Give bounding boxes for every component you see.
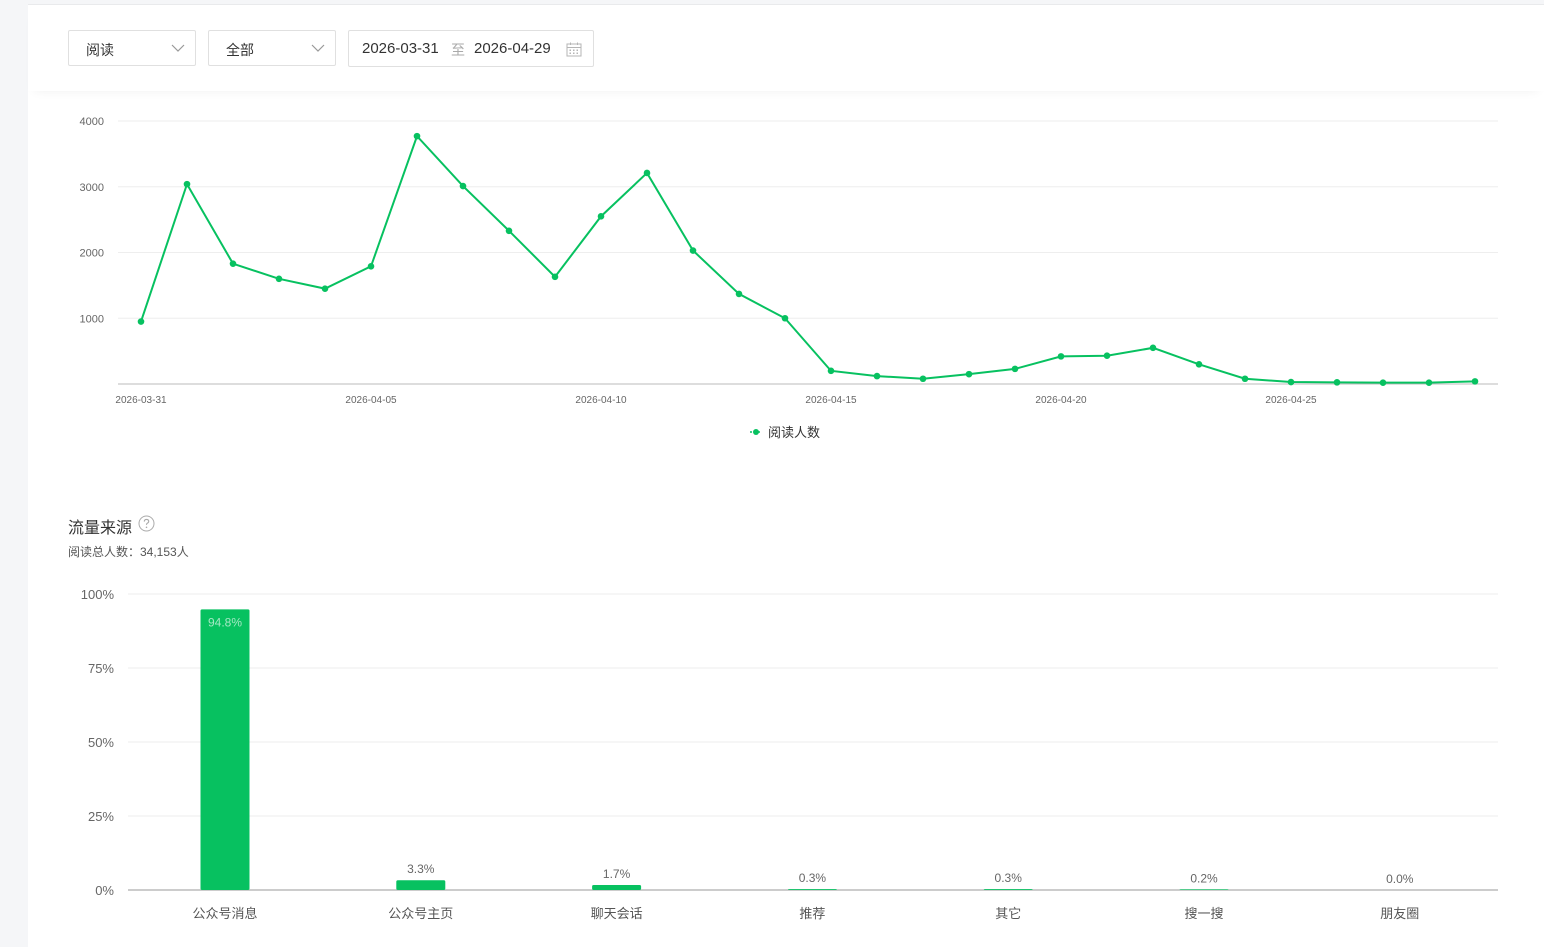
data-point [505, 227, 513, 235]
scope-select[interactable]: 全部 [208, 30, 336, 66]
chart-legend: 阅读人数 [750, 425, 820, 440]
data-point [1333, 379, 1341, 386]
filter-bar: 阅读 全部 2026-03-31 至 2026-04-29 [28, 5, 1544, 91]
data-point [413, 132, 421, 140]
data-point [1425, 379, 1433, 386]
data-point [1057, 353, 1065, 360]
x-tick-label: 2026-03-31 [115, 395, 167, 406]
bar-6 [1179, 889, 1229, 890]
scope-select-value: 全部 [226, 42, 254, 58]
y-tick-label: 50% [88, 735, 114, 750]
bar-value-label: 0.3% [995, 871, 1023, 885]
bar-4 [787, 889, 837, 890]
series-line-reads [140, 134, 1476, 384]
data-point [1471, 378, 1479, 385]
data-point [1287, 378, 1295, 386]
bar-value-label: 0.0% [1386, 872, 1414, 886]
bar-value-label: 0.3% [799, 871, 827, 885]
calendar-icon[interactable] [566, 42, 582, 57]
content-panel: 阅读 全部 2026-03-31 至 2026-04-29 1000 2000 30… [28, 5, 1544, 947]
x-tick-label: 2026-04-25 [1265, 395, 1317, 406]
data-point [321, 285, 329, 292]
data-point [827, 367, 835, 375]
x-tick-label: 2026-04-15 [805, 395, 857, 406]
y-tick-label: 100% [81, 587, 115, 602]
y-tick-label: 2000 [80, 248, 104, 260]
data-point [1103, 352, 1111, 360]
date-end-input[interactable]: 2026-04-29 [474, 40, 551, 57]
x-tick-label: 2026-04-20 [1035, 395, 1087, 406]
total-readers-label: 阅读总人数：34,153人 [68, 545, 189, 559]
bar-1 [200, 609, 250, 890]
category-label: 搜一搜 [1184, 906, 1223, 920]
category-label: 聊天会话 [591, 906, 643, 920]
data-point [689, 247, 697, 254]
date-start-input[interactable]: 2026-03-31 [362, 40, 439, 57]
data-point [735, 290, 743, 298]
y-tick-label: 3000 [80, 182, 104, 194]
data-point [1241, 375, 1249, 383]
chevron-down-icon [171, 44, 185, 52]
data-point [367, 263, 375, 270]
bar-2 [396, 880, 446, 890]
data-point [919, 375, 927, 383]
reads-line-chart: 1000 2000 3000 4000 2026-03-31 2026-04-05 2026… [80, 116, 1498, 440]
y-tick-label: 0% [95, 883, 114, 898]
metric-select[interactable]: 阅读 [68, 30, 196, 66]
data-point [873, 372, 881, 380]
data-point [459, 182, 467, 190]
question-circle-icon[interactable] [138, 515, 155, 532]
date-range-picker[interactable]: 2026-03-31 至 2026-04-29 [348, 30, 594, 67]
category-label: 公众号消息 [192, 906, 257, 920]
data-point [275, 275, 283, 283]
data-point [137, 318, 145, 325]
bar-value-label: 0.2% [1190, 871, 1218, 885]
x-tick-label: 2026-04-10 [575, 395, 627, 406]
bar-3 [592, 884, 642, 890]
y-tick-label: 25% [88, 809, 114, 824]
traffic-source-bar-chart: 0% 25% 50% 75% 100% 94.8% 公众号消息 3.3% 公众号主页 1.7% 聊天… [81, 587, 1498, 920]
legend-marker-icon [753, 429, 759, 435]
legend-label: 阅读人数 [768, 425, 820, 440]
bar-value-label: 3.3% [407, 862, 435, 876]
data-point [1011, 365, 1019, 373]
date-range-separator: 至 [451, 42, 465, 58]
data-point [1195, 360, 1203, 368]
y-tick-label: 1000 [80, 313, 104, 325]
data-point [643, 169, 651, 177]
y-tick-label: 75% [88, 661, 114, 676]
data-point [1149, 344, 1157, 352]
traffic-source-title: 流量来源 [68, 520, 133, 537]
y-tick-label: 4000 [80, 116, 104, 128]
data-point [229, 260, 237, 267]
category-label: 朋友圈 [1380, 906, 1419, 920]
bar-value-label: 1.7% [603, 867, 631, 881]
data-point [1379, 379, 1387, 386]
data-point [597, 213, 605, 220]
bar-5 [983, 889, 1033, 890]
data-point [965, 370, 973, 378]
category-label: 公众号主页 [388, 906, 453, 920]
data-point [781, 314, 789, 322]
chevron-down-icon [311, 44, 325, 52]
data-point [183, 180, 191, 188]
category-label: 其它 [995, 906, 1021, 920]
metric-select-value: 阅读 [86, 42, 114, 58]
category-label: 推荐 [799, 906, 825, 920]
data-point [551, 273, 559, 281]
top-divider [28, 4, 1544, 5]
x-tick-label: 2026-04-05 [345, 395, 397, 406]
bar-value-label: 94.8% [208, 615, 242, 629]
